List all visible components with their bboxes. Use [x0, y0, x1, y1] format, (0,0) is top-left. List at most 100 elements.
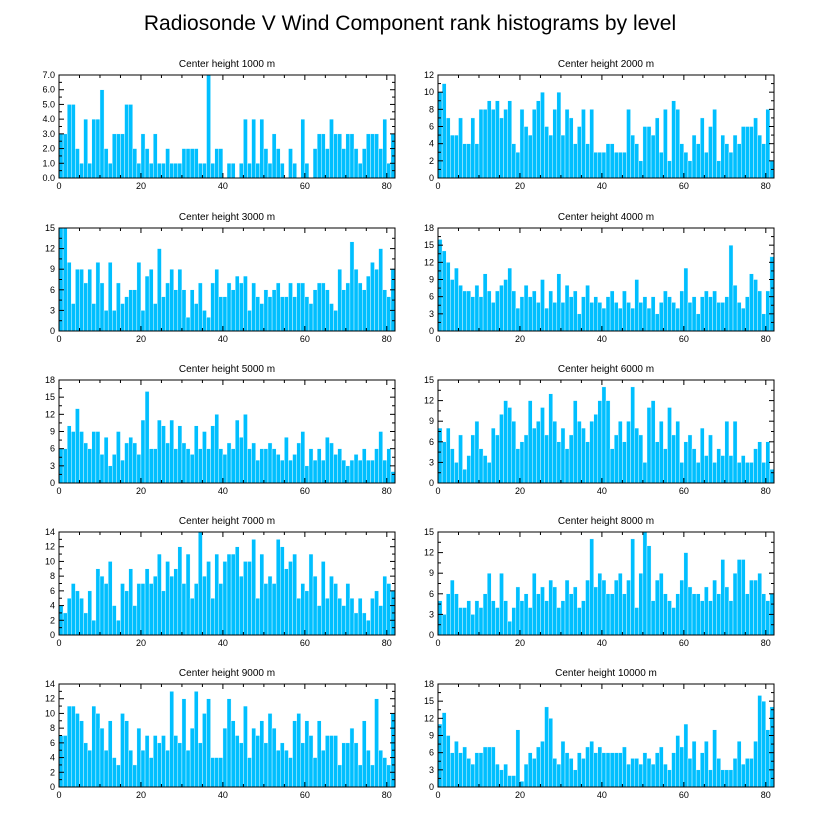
- bar: [181, 442, 187, 484]
- bar: [292, 454, 297, 484]
- bar: [732, 285, 738, 332]
- bar: [366, 459, 371, 484]
- bar: [325, 598, 330, 636]
- bar: [536, 302, 541, 332]
- bar: [507, 775, 512, 788]
- bar: [292, 720, 297, 788]
- bar: [202, 310, 207, 332]
- bar: [548, 393, 553, 484]
- bar: [450, 579, 455, 636]
- bar: [642, 126, 648, 179]
- bar: [605, 296, 611, 332]
- bar: [75, 269, 80, 332]
- bar: [507, 267, 512, 332]
- bar: [474, 600, 480, 636]
- bar: [650, 600, 656, 636]
- bar: [466, 143, 471, 179]
- bar: [745, 593, 750, 636]
- bar: [450, 279, 455, 332]
- bar: [316, 720, 322, 788]
- bar: [724, 143, 730, 179]
- y-tick-label: 15: [424, 375, 434, 385]
- bar: [173, 163, 179, 179]
- bar: [66, 598, 72, 636]
- bar: [222, 296, 228, 332]
- panel-title: Center height 10000 m: [555, 668, 657, 679]
- chart-panel: Center height 9000 m 0 2 4 6 8 10 12 14 0 20 40 60 80: [45, 668, 396, 800]
- y-tick-label: 8: [50, 723, 55, 733]
- bar: [284, 750, 289, 788]
- x-tick-label: 80: [761, 181, 771, 191]
- bar: [198, 282, 203, 332]
- y-tick-label: 3: [429, 609, 434, 619]
- bar: [745, 758, 750, 788]
- bar: [75, 590, 80, 636]
- bar: [312, 757, 318, 788]
- bar: [482, 273, 488, 332]
- bar: [366, 275, 371, 332]
- bar: [507, 100, 512, 179]
- bar: [728, 600, 734, 636]
- bar: [234, 735, 240, 788]
- bar: [470, 296, 476, 332]
- y-tick-label: 0: [50, 782, 55, 792]
- bar: [663, 290, 668, 332]
- bar: [458, 434, 463, 484]
- bar: [325, 289, 330, 332]
- bar: [654, 441, 660, 484]
- bar: [226, 553, 232, 636]
- bar: [206, 561, 211, 636]
- bar: [478, 109, 484, 179]
- x-tick-label: 80: [382, 334, 392, 344]
- bar: [91, 620, 97, 636]
- x-tick-label: 0: [56, 181, 61, 191]
- bar: [552, 586, 558, 636]
- bar: [704, 290, 709, 332]
- bar: [198, 448, 203, 484]
- bar: [357, 282, 363, 332]
- bar: [732, 573, 738, 636]
- bar: [560, 600, 566, 636]
- bar: [491, 746, 496, 788]
- x-tick-label: 0: [435, 486, 440, 496]
- bar: [536, 100, 541, 179]
- bar: [708, 126, 713, 179]
- bar: [75, 148, 80, 179]
- bar: [239, 282, 244, 332]
- bar: [312, 148, 318, 179]
- bar: [189, 148, 195, 179]
- bar: [511, 290, 517, 332]
- bar: [646, 545, 652, 636]
- y-tick-label: 12: [45, 244, 55, 254]
- bar: [321, 561, 326, 636]
- bar: [161, 425, 166, 484]
- bar: [712, 729, 717, 788]
- bar: [597, 573, 603, 636]
- bar: [153, 575, 158, 636]
- y-tick-label: 8: [50, 571, 55, 581]
- bar: [532, 758, 537, 788]
- x-tick-label: 20: [515, 334, 525, 344]
- bar: [659, 573, 664, 636]
- bar: [499, 769, 504, 788]
- bar: [458, 285, 463, 332]
- bar: [548, 579, 553, 636]
- bar: [107, 262, 113, 332]
- bar: [280, 296, 285, 332]
- bar: [284, 296, 289, 332]
- bar: [491, 427, 496, 484]
- bar: [206, 317, 211, 332]
- bar: [226, 698, 232, 788]
- bar: [577, 421, 582, 484]
- bar: [540, 91, 545, 179]
- bar: [214, 148, 220, 179]
- bar: [259, 118, 265, 179]
- bar: [441, 83, 447, 179]
- y-tick-label: 6.0: [42, 85, 55, 95]
- y-tick-label: 6: [50, 444, 55, 454]
- bar: [382, 757, 388, 788]
- bar: [66, 104, 72, 179]
- bar: [700, 600, 705, 636]
- bar: [91, 431, 97, 484]
- y-tick-label: 12: [424, 257, 434, 267]
